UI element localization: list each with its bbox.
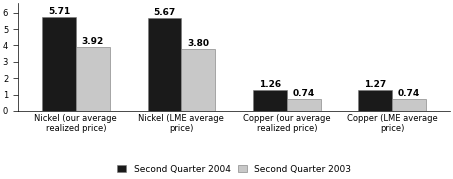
Text: 5.67: 5.67 — [153, 8, 176, 17]
Bar — [358, 90, 392, 111]
Text: 3.92: 3.92 — [82, 37, 104, 46]
Bar — [42, 17, 76, 111]
Text: 3.80: 3.80 — [187, 39, 209, 48]
Bar — [76, 47, 110, 111]
Bar — [392, 99, 426, 111]
Text: 0.74: 0.74 — [398, 89, 420, 98]
Bar — [287, 99, 321, 111]
Text: 1.26: 1.26 — [259, 80, 281, 89]
Text: 1.27: 1.27 — [364, 80, 386, 89]
Bar — [148, 18, 181, 111]
Legend: Second Quarter 2004, Second Quarter 2003: Second Quarter 2004, Second Quarter 2003 — [117, 165, 351, 174]
Bar — [253, 90, 287, 111]
Text: 0.74: 0.74 — [293, 89, 315, 98]
Text: 5.71: 5.71 — [48, 7, 70, 16]
Bar — [181, 49, 215, 111]
